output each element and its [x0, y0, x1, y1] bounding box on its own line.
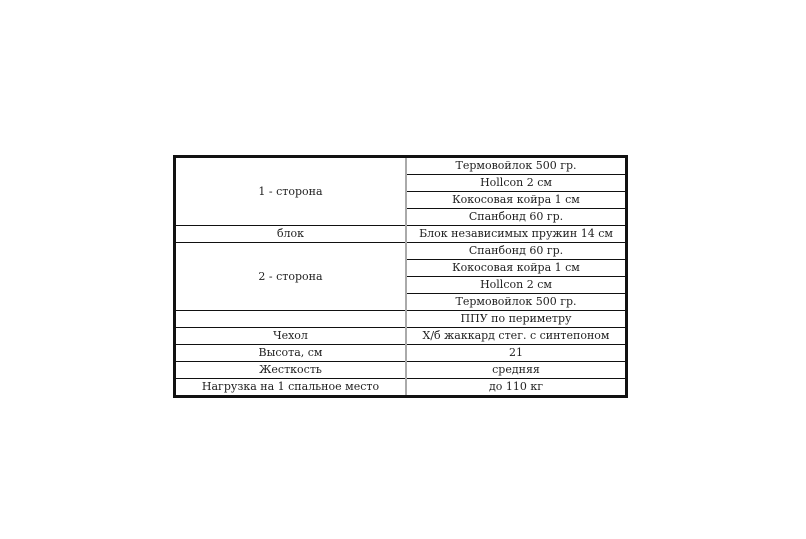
- row-label: Чехол: [174, 327, 407, 345]
- table-row: Нагрузка на 1 спальное место до 110 кг: [174, 378, 627, 397]
- table-row: Жесткость средняя: [174, 361, 627, 379]
- row-label: Нагрузка на 1 спальное место: [174, 378, 407, 397]
- table-row: 1 - сторона Термовойлок 500 гр.: [174, 156, 627, 226]
- row-value: Кокосовая койра 1 см: [406, 191, 627, 209]
- table-row: Термовойлок 500 гр.: [175, 293, 627, 311]
- row-value: ППУ по периметру: [406, 310, 627, 328]
- table-row: блок Блок независимых пружин 14 см: [174, 225, 627, 243]
- row-value: Термовойлок 500 гр.: [406, 156, 627, 175]
- table-row: Hollcon 2 см: [175, 276, 627, 294]
- table-row: ППУ по периметру: [174, 310, 627, 328]
- row-label: [174, 310, 407, 328]
- table-row: Кокосовая койра 1 см: [175, 259, 627, 277]
- table-row: Чехол Х/б жаккард стег. с синтепоном: [174, 327, 627, 345]
- row-value: Термовойлок 500 гр.: [406, 293, 627, 311]
- row-value: Блок независимых пружин 14 см: [406, 225, 627, 243]
- row-value: Спанбонд 60 гр.: [406, 208, 627, 226]
- table-row: Hollcon 2 см: [175, 174, 627, 192]
- row-value: до 110 кг: [406, 378, 627, 397]
- row-value: Кокосовая койра 1 см: [406, 259, 627, 277]
- row-value: Спанбонд 60 гр.: [406, 242, 627, 260]
- table-row: 2 - сторона Спанбонд 60 гр.: [174, 242, 627, 311]
- row-label: 1 - сторона: [174, 156, 407, 226]
- row-value: Х/б жаккард стег. с синтепоном: [406, 327, 627, 345]
- table-row: Кокосовая койра 1 см: [175, 191, 627, 209]
- row-value: Hollcon 2 см: [406, 276, 627, 294]
- table-row: Спанбонд 60 гр.: [175, 208, 627, 226]
- table-row: Высота, см 21: [174, 344, 627, 362]
- row-value: средняя: [406, 361, 627, 379]
- mattress-spec-table: 1 - сторона Термовойлок 500 гр. Hollcon …: [173, 155, 628, 398]
- row-label: блок: [174, 225, 407, 243]
- row-label: Высота, см: [174, 344, 407, 362]
- row-label: 2 - сторона: [174, 242, 407, 311]
- row-value: Hollcon 2 см: [406, 174, 627, 192]
- row-value: 21: [406, 344, 627, 362]
- row-label: Жесткость: [174, 361, 407, 379]
